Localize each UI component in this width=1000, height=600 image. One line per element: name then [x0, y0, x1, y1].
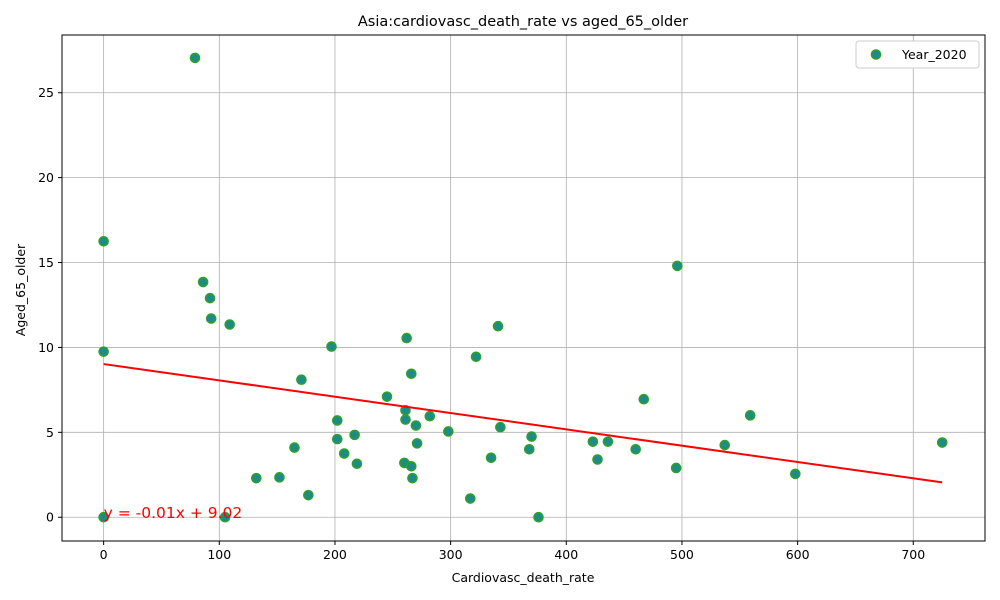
data-point — [303, 489, 314, 501]
y-tick-label: 20 — [38, 170, 54, 185]
data-point — [638, 393, 650, 405]
data-point — [98, 236, 109, 247]
plot-frame — [61, 34, 986, 542]
data-point — [495, 421, 506, 433]
y-tick-label: 25 — [38, 85, 54, 100]
y-tick-label: 10 — [38, 340, 54, 355]
data-point — [406, 460, 417, 472]
data-point — [424, 410, 436, 422]
data-point — [485, 452, 497, 464]
legend-box — [855, 40, 980, 69]
data-point — [296, 374, 307, 385]
data-point — [351, 458, 363, 470]
data-point — [533, 511, 544, 523]
y-axis-ticks: 0 5 10 15 20 25 — [38, 85, 62, 525]
x-tick-label: 600 — [786, 547, 810, 562]
data-point — [381, 391, 393, 402]
data-point — [443, 426, 454, 437]
x-tick-label: 200 — [323, 547, 347, 562]
x-axis-label: Cardiovasc_death_rate — [452, 570, 595, 585]
y-tick-label: 0 — [46, 510, 54, 525]
legend-label: Year_2020 — [901, 47, 967, 62]
y-tick-label: 5 — [46, 425, 54, 440]
data-point — [98, 511, 109, 523]
x-tick-label: 0 — [100, 547, 108, 562]
data-point — [630, 444, 641, 455]
data-point — [406, 368, 417, 380]
x-tick-label: 300 — [439, 547, 463, 562]
regression-equation: y = -0.01x + 9.02 — [104, 504, 243, 522]
x-tick-label: 400 — [554, 547, 578, 562]
data-point — [401, 332, 412, 344]
data-point — [587, 436, 599, 447]
data-point — [289, 442, 300, 453]
y-tick-label: 15 — [38, 255, 54, 270]
data-point — [338, 448, 350, 459]
data-point — [464, 493, 476, 504]
data-point — [744, 410, 756, 421]
x-tick-label: 100 — [207, 547, 231, 562]
grid-lines — [62, 35, 985, 541]
data-point — [219, 511, 231, 523]
data-point — [274, 472, 285, 483]
regression-line — [103, 363, 943, 484]
data-point — [526, 431, 537, 442]
regression-line-group — [103, 363, 943, 484]
y-axis-label: Aged_65_older — [13, 243, 28, 336]
data-point — [592, 454, 603, 465]
data-point — [189, 52, 201, 64]
data-point — [411, 438, 423, 449]
legend: Year_2020 — [855, 40, 980, 69]
data-point — [331, 433, 343, 445]
data-point — [670, 462, 682, 474]
chart-title: Asia:cardiovasc_death_rate vs aged_65_ol… — [358, 14, 688, 30]
x-tick-label: 500 — [670, 547, 694, 562]
data-point — [410, 420, 422, 431]
data-point — [331, 415, 343, 426]
data-point — [205, 313, 217, 324]
data-point — [936, 437, 948, 448]
data-point — [98, 346, 109, 357]
data-point — [492, 320, 504, 332]
data-point — [790, 468, 801, 480]
data-point — [470, 351, 482, 363]
data-points — [98, 52, 948, 523]
x-axis-ticks: 0 100 200 300 400 500 600 700 — [100, 541, 925, 562]
data-point — [326, 341, 337, 352]
data-point — [719, 439, 731, 451]
data-point — [523, 444, 535, 455]
data-point — [407, 472, 418, 484]
legend-marker — [870, 49, 882, 60]
data-point — [204, 292, 216, 304]
data-point — [400, 414, 411, 425]
data-point — [602, 436, 614, 447]
data-point — [251, 472, 262, 484]
x-tick-label: 700 — [901, 547, 925, 562]
data-point — [349, 429, 360, 441]
data-point — [672, 260, 683, 272]
data-point — [224, 319, 236, 330]
data-point — [197, 276, 209, 288]
